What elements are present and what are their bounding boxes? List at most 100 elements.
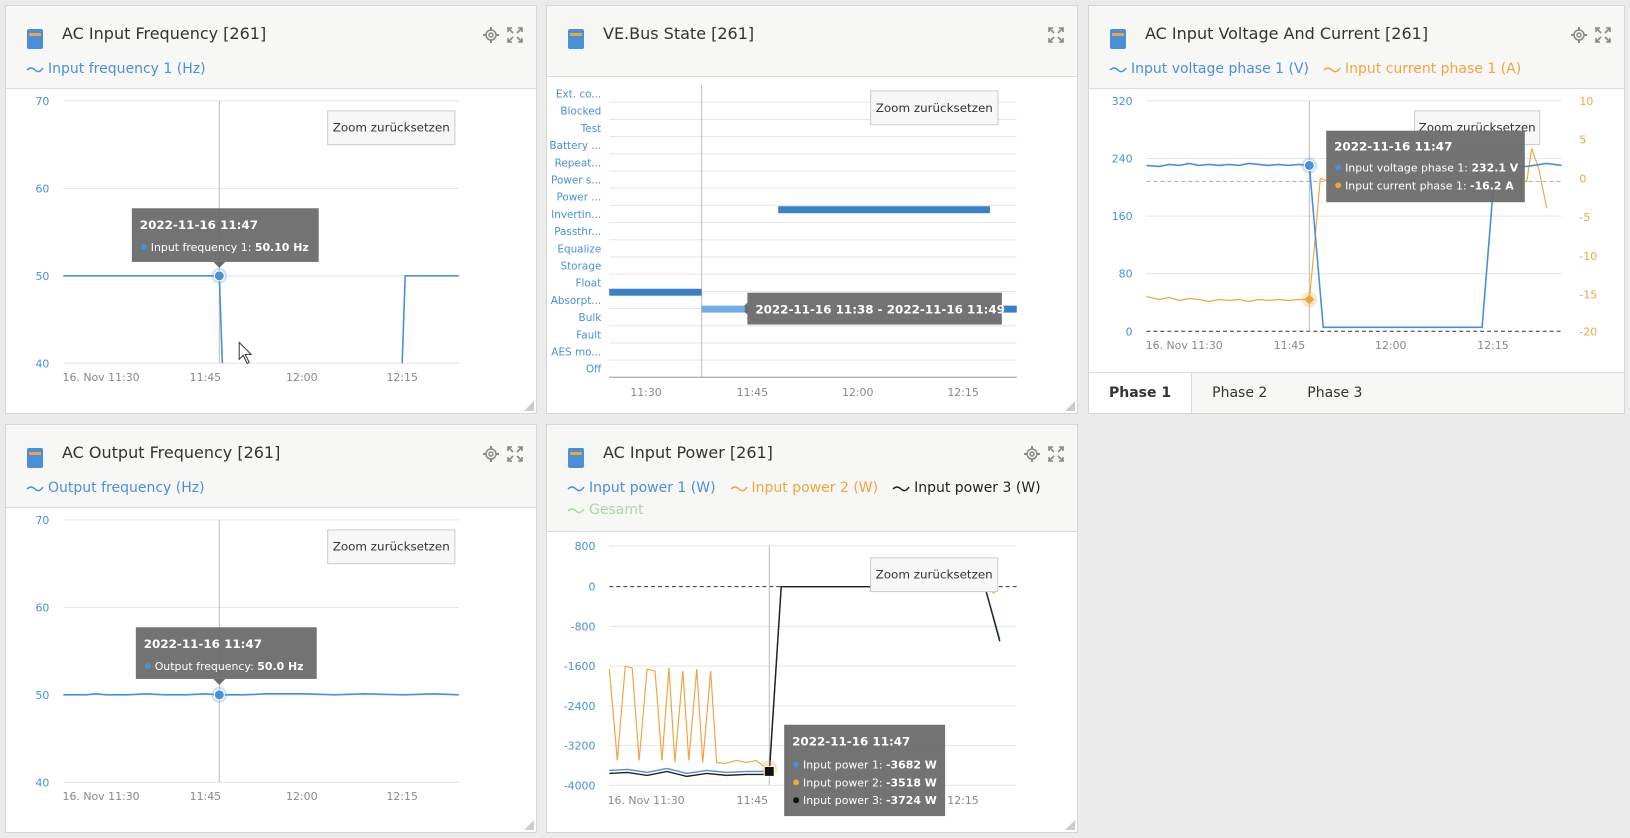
x-tick: 11:45 xyxy=(737,794,768,807)
y-tick-right: -20 xyxy=(1579,325,1597,338)
legend-item-input-frequency[interactable]: Input frequency 1 (Hz) xyxy=(26,61,206,77)
x-tick: 16. Nov 11:30 xyxy=(62,790,139,803)
tooltip: 2022-11-16 11:38 - 2022-11-16 11:49 xyxy=(739,292,1005,325)
y-tick: 70 xyxy=(35,514,49,527)
widget-ac-input-frequency: AC Input Frequency [261] Input frequency… xyxy=(5,5,537,414)
y-tick-right: 5 xyxy=(1579,134,1586,147)
svg-text:2022-11-16 11:47: 2022-11-16 11:47 xyxy=(144,637,262,651)
expand-icon[interactable] xyxy=(1047,26,1065,44)
y-tick: -3200 xyxy=(564,740,596,753)
line-series-icon xyxy=(1109,67,1127,73)
widget-title: AC Input Frequency [261] xyxy=(62,24,267,43)
y-tick: 40 xyxy=(35,776,49,789)
svg-text:Input frequency 1: 50.10 Hz: Input frequency 1: 50.10 Hz xyxy=(151,241,309,254)
widget-header: AC Input Frequency [261] Input frequency… xyxy=(6,6,536,89)
state-label: Ext. co... xyxy=(556,89,601,101)
output-frequency-chart[interactable]: 70 60 50 40 16. Nov 11:30 11:45 12:00 12… xyxy=(6,508,536,832)
resize-handle[interactable] xyxy=(1065,820,1075,830)
y-tick: 60 xyxy=(35,601,49,614)
y-tick-left: 160 xyxy=(1112,210,1133,223)
expand-icon[interactable] xyxy=(1594,26,1612,44)
state-label: Repeat... xyxy=(555,157,602,169)
widget-title: AC Input Voltage And Current [261] xyxy=(1145,24,1429,43)
legend-item-power-2[interactable]: Input power 2 (W) xyxy=(730,480,878,496)
state-label: Power s... xyxy=(551,175,601,187)
y-tick: 50 xyxy=(35,689,49,702)
power-chart[interactable]: 800 0 -800 -1600 -2400 -3200 -4000 16. N… xyxy=(547,532,1077,832)
device-icon xyxy=(27,448,43,468)
legend-item-current[interactable]: Input current phase 1 (A) xyxy=(1323,61,1521,77)
widget-header: AC Input Power [261] Input power 1 (W) I… xyxy=(547,425,1077,532)
svg-text:Input current phase 1: -16.2 A: Input current phase 1: -16.2 A xyxy=(1345,179,1514,192)
tab-phase-2[interactable]: Phase 2 xyxy=(1212,385,1268,401)
legend-item-voltage[interactable]: Input voltage phase 1 (V) xyxy=(1109,61,1309,77)
x-tick: 11:45 xyxy=(190,371,221,384)
widget-ac-input-voltage-current: AC Input Voltage And Current [261] Input… xyxy=(1088,5,1625,414)
series-line xyxy=(63,275,459,364)
series-line xyxy=(63,693,459,696)
svg-text:2022-11-16 11:47: 2022-11-16 11:47 xyxy=(792,735,910,749)
gear-icon[interactable] xyxy=(482,445,500,463)
hover-point-power-3 xyxy=(763,765,775,777)
y-tick-left: 0 xyxy=(1126,325,1133,338)
x-tick: 12:00 xyxy=(286,790,318,803)
svg-text:Input power 3: -3724 W: Input power 3: -3724 W xyxy=(803,794,937,807)
x-tick: 16. Nov 11:30 xyxy=(1146,339,1223,352)
tooltip: 2022-11-16 11:47 Output frequency: 50.0 … xyxy=(135,627,317,685)
hover-point-voltage xyxy=(1303,159,1315,171)
y-tick: 60 xyxy=(35,182,49,195)
zoom-reset-button[interactable]: Zoom zurücksetzen xyxy=(870,557,999,593)
svg-text:Output frequency: 50.0 Hz: Output frequency: 50.0 Hz xyxy=(155,660,304,673)
svg-text:2022-11-16 11:38 - 2022-11-16: 2022-11-16 11:38 - 2022-11-16 11:49 xyxy=(755,303,1005,317)
x-tick: 12:15 xyxy=(1477,339,1508,352)
resize-handle[interactable] xyxy=(524,820,534,830)
x-tick: 12:00 xyxy=(842,386,874,399)
resize-handle[interactable] xyxy=(1065,401,1075,411)
tab-phase-1[interactable]: Phase 1 xyxy=(1089,373,1193,413)
frequency-chart[interactable]: 70 60 50 40 16. Nov 11:30 11:45 12:00 12… xyxy=(6,89,536,413)
state-label: Storage xyxy=(560,261,601,273)
y-tick: 50 xyxy=(35,270,49,283)
legend-item-power-3[interactable]: Input power 3 (W) xyxy=(892,480,1041,496)
expand-icon[interactable] xyxy=(506,445,524,463)
state-chart[interactable]: Ext. co... Blocked Test Battery ... Repeat..… xyxy=(547,77,1077,413)
state-label: Test xyxy=(580,123,602,135)
widget-ac-input-power: AC Input Power [261] Input power 1 (W) I… xyxy=(546,424,1078,833)
resize-handle[interactable] xyxy=(524,401,534,411)
line-series-icon xyxy=(1323,67,1341,73)
line-series-icon xyxy=(567,486,585,492)
expand-icon[interactable] xyxy=(1047,445,1065,463)
legend-item-total[interactable]: Gesamt xyxy=(567,502,643,518)
voltage-current-chart[interactable]: 320 240 160 80 0 10 5 0 -5 -10 -15 -20 1… xyxy=(1089,89,1624,372)
expand-icon[interactable] xyxy=(506,26,524,44)
device-icon xyxy=(568,29,584,49)
legend-item-output-frequency[interactable]: Output frequency (Hz) xyxy=(26,480,205,496)
x-tick: 12:15 xyxy=(386,790,417,803)
svg-text:Input power 1: -3682 W: Input power 1: -3682 W xyxy=(803,758,937,771)
legend-item-power-1[interactable]: Input power 1 (W) xyxy=(567,480,716,496)
widget-vebus-state: VE.Bus State [261] Ext. co... Blocked Test… xyxy=(546,5,1078,414)
tooltip: 2022-11-16 11:47 Input voltage phase 1: … xyxy=(1326,130,1525,203)
gear-icon[interactable] xyxy=(1570,26,1588,44)
tooltip: 2022-11-16 11:47 Input power 1: -3682 W … xyxy=(784,724,946,817)
tab-phase-3[interactable]: Phase 3 xyxy=(1307,385,1363,401)
zoom-reset-button[interactable]: Zoom zurücksetzen xyxy=(327,110,456,146)
widget-ac-output-frequency: AC Output Frequency [261] Output frequen… xyxy=(5,424,537,833)
zoom-reset-button[interactable]: Zoom zurücksetzen xyxy=(327,529,456,565)
svg-text:Zoom zurücksetzen: Zoom zurücksetzen xyxy=(333,540,450,554)
x-tick: 11:45 xyxy=(1274,339,1305,352)
gear-icon[interactable] xyxy=(1023,445,1041,463)
state-label: Invertin... xyxy=(551,209,601,221)
device-icon xyxy=(568,448,584,468)
line-series-icon xyxy=(567,508,585,514)
gear-icon[interactable] xyxy=(482,26,500,44)
x-tick: 16. Nov 11:30 xyxy=(608,794,685,807)
state-label: Passthr... xyxy=(554,226,601,238)
series-power-2 xyxy=(608,586,996,772)
y-tick-right: 10 xyxy=(1579,95,1593,108)
state-bar-bulk-highlight xyxy=(701,305,750,313)
y-tick: 800 xyxy=(575,540,596,553)
state-label: AES mo... xyxy=(551,346,601,358)
widget-title: AC Input Power [261] xyxy=(603,443,773,462)
zoom-reset-button[interactable]: Zoom zurücksetzen xyxy=(870,90,999,126)
